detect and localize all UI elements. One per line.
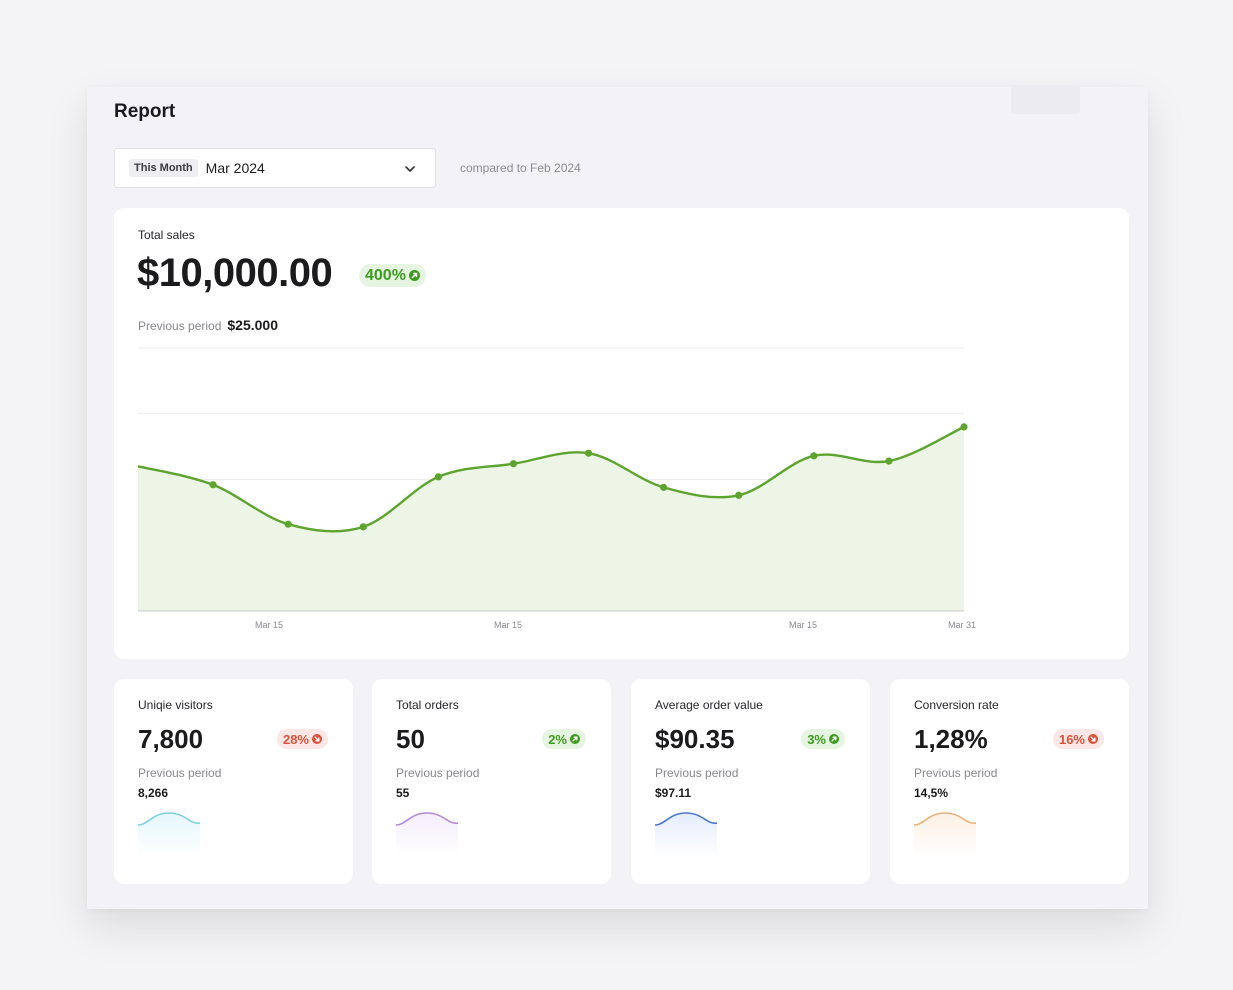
stat-change-badge: 2% [542, 729, 586, 749]
data-point [359, 523, 367, 531]
sparkline-area [396, 813, 458, 858]
total-sales-change-badge: 400% [359, 264, 426, 287]
data-point [810, 452, 818, 460]
sparkline-area [655, 813, 717, 858]
stat-previous-value: 55 [396, 786, 410, 800]
stat-value: 7,800 [138, 724, 204, 754]
sparkline-line [914, 812, 976, 826]
total-sales-card: Mar 15 Mar 15 Mar 15 Mar 31 Total sales $10… [114, 208, 1129, 659]
stat-previous-value: 14,5% [914, 786, 949, 800]
period-value: Mar 2024 [205, 160, 265, 176]
sparkline-area [138, 813, 200, 858]
sparkline-line [138, 812, 200, 826]
area-fill [138, 426, 964, 611]
data-point [960, 423, 968, 431]
data-point [660, 483, 668, 491]
stat-card-visitors: Uniqie visitors 7,800 28% Previous perio… [114, 679, 353, 884]
stat-previous-label: Previous period [655, 766, 739, 780]
stat-change: 16% [1058, 731, 1085, 747]
chevron-down-icon [405, 166, 415, 172]
sparkline-line [396, 812, 458, 826]
stat-label: Total orders [396, 698, 459, 712]
stat-value: 50 [396, 724, 425, 754]
stat-label: Average order value [655, 698, 763, 712]
compare-text: compared to Feb 2024 [460, 161, 581, 175]
stat-change-badge: 16% [1052, 729, 1104, 749]
stat-change: 3% [807, 731, 826, 747]
x-tick-label: Mar 15 [789, 620, 817, 630]
total-sales-label: Total sales [138, 228, 195, 242]
x-tick-label: Mar 31 [948, 620, 976, 630]
sparkline [655, 812, 717, 858]
x-tick-label: Mar 15 [494, 620, 522, 630]
data-point [584, 449, 593, 457]
arrow-down-right-icon [1088, 734, 1098, 744]
stat-previous-value: 8,266 [138, 786, 169, 800]
stat-change: 28% [282, 731, 309, 747]
stat-value: 1,28% [914, 724, 988, 754]
period-select[interactable]: This Month Mar 2024 [114, 148, 436, 188]
page-title: Report [114, 101, 176, 122]
stat-change-badge: 3% [801, 729, 845, 749]
report-panel: Report This Month Mar 2024 compared to F… [87, 85, 1148, 909]
stat-previous-label: Previous period [914, 766, 998, 780]
period-chip: This Month [129, 159, 198, 177]
stat-label: Uniqie visitors [138, 698, 213, 712]
sparkline [914, 812, 976, 858]
data-point [509, 460, 518, 468]
arrow-up-right-icon [408, 270, 420, 281]
x-tick-label: Mar 15 [255, 620, 283, 630]
sparkline-line [655, 812, 717, 826]
total-sales-value: $10,000.00 [137, 251, 333, 295]
previous-period-label: Previous period [138, 319, 222, 333]
arrow-down-right-icon [312, 734, 322, 744]
stat-previous-label: Previous period [138, 766, 222, 780]
stat-card-conversion-rate: Conversion rate 1,28% 16% Previous perio… [890, 679, 1129, 884]
arrow-up-right-icon [570, 734, 580, 744]
stat-change: 2% [548, 731, 567, 747]
sparkline-area [914, 813, 976, 858]
data-point [209, 481, 217, 489]
series-line [137, 425, 965, 533]
data-point [284, 520, 292, 528]
sparkline [138, 812, 200, 858]
stat-label: Conversion rate [914, 698, 999, 712]
stat-previous-value: $97.11 [655, 786, 692, 800]
stat-card-average-order-value: Average order value $90.35 3% Previous p… [631, 679, 870, 884]
arrow-up-right-icon [829, 734, 839, 744]
previous-period-row: Previous period $25.000 [138, 317, 278, 333]
total-sales-change: 400% [365, 266, 406, 284]
data-point [885, 457, 893, 465]
stat-value: $90.35 [655, 724, 735, 754]
data-point [735, 491, 743, 499]
data-point [434, 473, 442, 481]
previous-period-value: $25.000 [227, 317, 278, 333]
stat-card-orders: Total orders 50 2% Previous period 55 [372, 679, 611, 884]
header-action-button[interactable] [1011, 85, 1080, 114]
stat-previous-label: Previous period [396, 766, 480, 780]
sparkline [396, 812, 458, 858]
sales-chart: Mar 15 Mar 15 Mar 15 Mar 31 [137, 347, 976, 630]
stat-change-badge: 28% [276, 729, 328, 749]
